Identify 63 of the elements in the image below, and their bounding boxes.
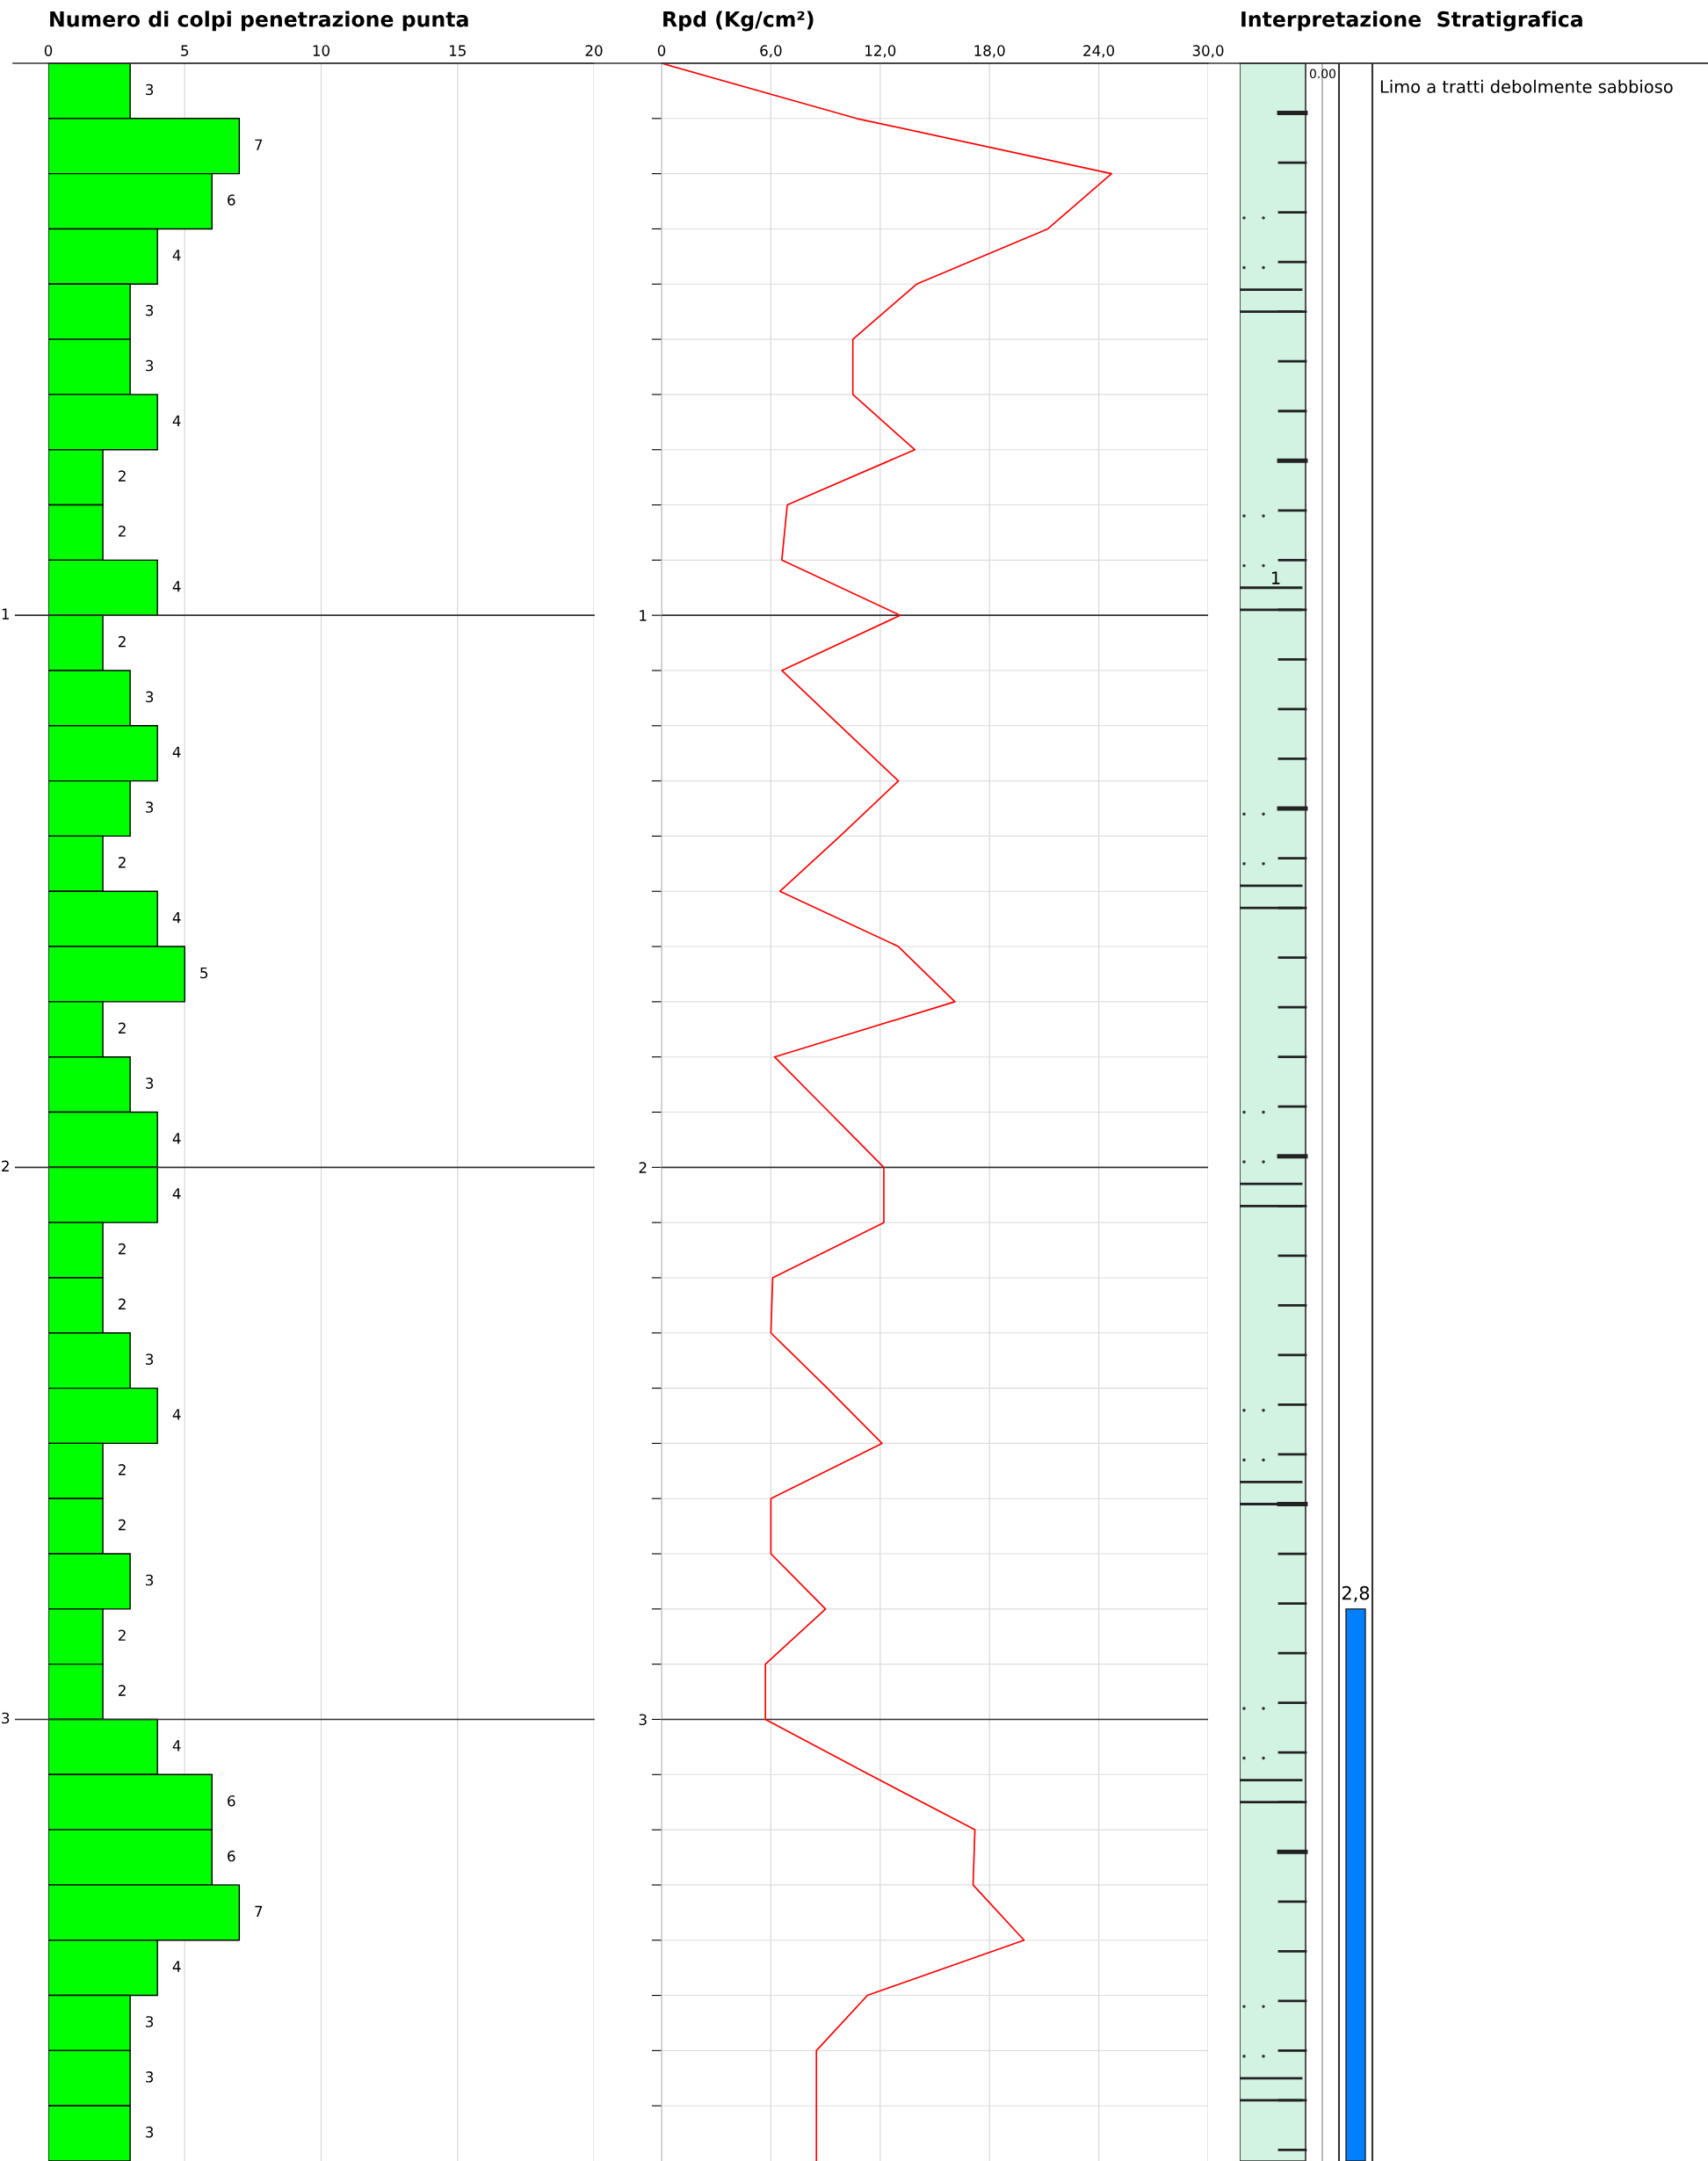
data-label: 2 (118, 1629, 126, 1641)
data-label: 4 (172, 1133, 181, 1144)
data-label: 2 (118, 635, 126, 648)
data-label: 4 (172, 581, 181, 592)
data-label: 2 (118, 1022, 126, 1033)
text: 2 (2, 1160, 9, 1171)
data-label: 4 (172, 250, 181, 261)
x-tick-label: 12,0 (865, 45, 896, 58)
data-label: 2 (118, 1685, 126, 1696)
x-tick-label: 10 (313, 45, 329, 56)
text: Interpretazione Stratigrafica (1241, 11, 1582, 32)
data-label: 4 (172, 415, 181, 426)
data-label: 7 (255, 1905, 263, 1917)
data-label: 2 (118, 1243, 126, 1255)
data-label: 5 (200, 967, 208, 979)
text: Limo a tratti debolmente sabbioso (1380, 79, 1673, 93)
data-label: 3 (146, 1574, 154, 1586)
data-label: 6 (228, 1850, 235, 1862)
text: 1 (1271, 571, 1280, 584)
x-tick-label: 6,0 (760, 45, 782, 58)
data-label: 4 (172, 746, 181, 758)
text: 0.00 (1309, 69, 1335, 79)
x-tick-label: 30,0 (1192, 45, 1224, 58)
x-tick-label: 5 (181, 45, 189, 56)
x-tick-label: 0 (44, 45, 53, 56)
data-label: 7 (255, 139, 263, 150)
x-tick-label: 24,0 (1083, 45, 1115, 58)
x-tick-label: 15 (449, 45, 466, 56)
data-label: 3 (146, 2016, 154, 2027)
data-label: 3 (146, 2126, 154, 2138)
x-tick-label: 0 (657, 45, 666, 56)
data-label: 6 (228, 194, 235, 206)
data-label: 4 (172, 1188, 181, 1200)
data-label: 2 (118, 526, 126, 537)
data-label: 3 (146, 801, 154, 813)
y-tick-label: 3 (639, 1714, 647, 1726)
data-label: 2 (118, 857, 126, 868)
data-label: 6 (228, 1795, 235, 1807)
y-tick-label: 1 (640, 610, 647, 621)
data-label: 2 (118, 1464, 126, 1476)
data-label: 3 (146, 83, 154, 96)
data-label: 4 (172, 912, 181, 924)
data-label: 2 (118, 1519, 126, 1531)
chart-title: Numero di colpi penetrazione punta (50, 11, 468, 32)
line-series (662, 63, 1112, 2161)
data-label: 3 (146, 359, 154, 372)
data-label: 2 (118, 470, 126, 482)
data-label: 3 (146, 304, 154, 316)
x-tick-label: 20 (585, 45, 603, 56)
data-label: 3 (146, 2071, 154, 2083)
data-label: 4 (172, 1961, 181, 1972)
text: 3 (2, 1712, 10, 1724)
data-label: 3 (146, 691, 154, 703)
y-tick-label: 2 (639, 1162, 647, 1173)
text: 1 (2, 608, 9, 620)
data-label: 4 (172, 1409, 181, 1420)
data-label: 4 (172, 1740, 181, 1751)
x-tick-label: 18,0 (974, 45, 1005, 58)
data-label: 3 (146, 1353, 154, 1366)
data-label: 3 (146, 1077, 154, 1089)
data-label: 2 (118, 1298, 126, 1309)
chart-title: Rpd (Kg/cm²) (663, 11, 814, 32)
text: 2,8 (1342, 1585, 1370, 1602)
